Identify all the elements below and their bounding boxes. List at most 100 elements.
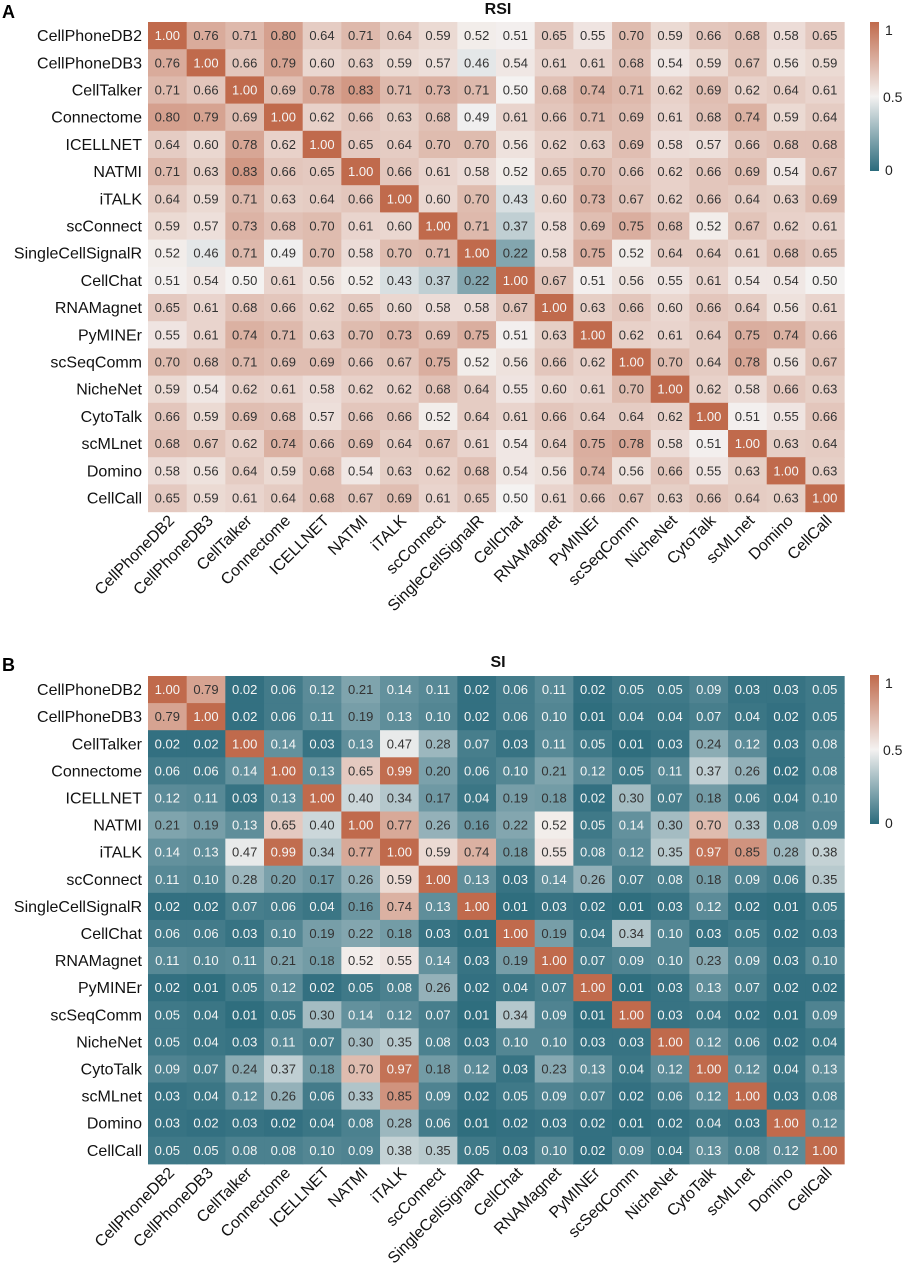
- heatmap-cell-value: 0.05: [812, 682, 837, 697]
- heatmap-cell: [612, 703, 652, 731]
- heatmap-cell: [534, 185, 574, 213]
- heatmap-cell: [650, 49, 690, 77]
- heatmap-cell: [341, 402, 381, 431]
- heatmap-cell: [689, 947, 729, 975]
- row-label: CellPhoneDB2: [37, 682, 142, 699]
- heatmap-cell: [573, 1001, 613, 1029]
- heatmap-cell-value: 0.59: [155, 219, 180, 234]
- heatmap-cell: [766, 811, 806, 840]
- heatmap-cell: [418, 703, 458, 731]
- heatmap-cell: [302, 947, 342, 975]
- heatmap-cell: [573, 1136, 613, 1165]
- row-label: PyMINEr: [78, 327, 143, 344]
- heatmap-cell-value: 0.08: [348, 1116, 373, 1131]
- heatmap-cell-value: 0.69: [232, 409, 257, 424]
- heatmap-cell-value: 0.71: [232, 191, 257, 206]
- heatmap-cell: [264, 266, 304, 295]
- heatmap-cell-value: 0.11: [155, 953, 179, 968]
- heatmap-cell: [496, 294, 536, 322]
- heatmap-cell: [225, 158, 265, 186]
- heatmap-cell-value: 0.79: [193, 682, 218, 697]
- heatmap-cell-value: 0.59: [773, 110, 798, 125]
- heatmap-cells: 1.00 0.79 0.02 0.06 0.12 0.21 0.14 0.11 0.02 0.06…: [148, 676, 845, 1165]
- heatmap-cell: [186, 375, 226, 404]
- heatmap-cell: [302, 1055, 342, 1084]
- heatmap-cell: [766, 676, 806, 704]
- heatmap-cell: [496, 1028, 536, 1056]
- heatmap-cell: [650, 865, 690, 894]
- heatmap-cell: [612, 811, 652, 840]
- heatmap-cell: [418, 1001, 458, 1029]
- heatmap-cell: [341, 212, 381, 241]
- heatmap-cell: [805, 49, 845, 77]
- heatmap-cell: [534, 1001, 574, 1029]
- heatmap-cell: [264, 919, 304, 948]
- row-label: scConnect: [66, 872, 142, 889]
- heatmap-cell-value: 0.11: [194, 790, 218, 805]
- heatmap-cell: [418, 375, 458, 404]
- heatmap-cell-value: 0.10: [503, 763, 528, 778]
- heatmap-cell-value: 1.00: [425, 872, 450, 887]
- heatmap-cell: [805, 158, 845, 186]
- heatmap-cell: [225, 457, 265, 485]
- heatmap-cell: [225, 947, 265, 975]
- heatmap-cell: [264, 294, 304, 322]
- heatmap-cell: [418, 103, 458, 132]
- heatmap-cell: [148, 730, 188, 758]
- heatmap-cell-value: 0.19: [309, 926, 334, 941]
- heatmap-cell-value: 0.05: [271, 1007, 296, 1022]
- heatmap-cell: [728, 22, 768, 50]
- heatmap-cell-value: 0.13: [696, 1143, 721, 1158]
- heatmap-cell: [766, 103, 806, 132]
- heatmap-cell: [380, 158, 420, 186]
- heatmap-cell: [612, 892, 652, 921]
- heatmap-cell: [302, 457, 342, 485]
- heatmap-cell: [341, 974, 381, 1002]
- heatmap-cell-value: 0.04: [464, 790, 489, 805]
- heatmap-cells: 1.00 0.76 0.71 0.80 0.64 0.71 0.64 0.59 0.52 0.51…: [148, 22, 845, 513]
- heatmap-cell-value: 0.66: [271, 164, 296, 179]
- heatmap-cell: [225, 266, 265, 295]
- heatmap-cell: [496, 838, 536, 867]
- heatmap-cell-value: 0.07: [619, 872, 644, 887]
- heatmap-cell-value: 0.14: [387, 682, 412, 697]
- heatmap-cell: [728, 1136, 768, 1165]
- heatmap-cell-value: 0.28: [232, 872, 257, 887]
- heatmap-cell-value: 0.13: [464, 872, 489, 887]
- heatmap-cell: [264, 1055, 304, 1084]
- heatmap-cell: [496, 947, 536, 975]
- heatmap-cell: [612, 757, 652, 785]
- heatmap-cell-value: 0.71: [425, 246, 450, 261]
- heatmap-cell: [766, 266, 806, 295]
- heatmap-cell: [650, 757, 690, 785]
- heatmap-cell: [496, 103, 536, 132]
- heatmap-cell: [302, 730, 342, 758]
- heatmap-cell-value: 0.58: [657, 436, 682, 451]
- row-label: Domino: [87, 463, 142, 480]
- heatmap-cell-value: 0.64: [155, 191, 180, 206]
- heatmap-cell-value: 0.02: [773, 763, 798, 778]
- heatmap-cell: [380, 757, 420, 785]
- heatmap-cell-value: 0.33: [348, 1089, 373, 1104]
- heatmap-cell: [148, 703, 188, 731]
- heatmap-cell: [612, 1055, 652, 1084]
- heatmap-cell-value: 0.68: [657, 219, 682, 234]
- heatmap-cell-value: 0.61: [657, 110, 682, 125]
- heatmap-cell: [418, 1136, 458, 1165]
- heatmap-cell-value: 0.46: [464, 55, 489, 70]
- heatmap-cell-value: 0.56: [773, 55, 798, 70]
- heatmap-cell-value: 0.67: [193, 436, 218, 451]
- heatmap-cell: [418, 1109, 458, 1138]
- heatmap-cell-value: 0.60: [657, 300, 682, 315]
- heatmap-cell-value: 0.74: [271, 436, 296, 451]
- heatmap-cell: [418, 239, 458, 268]
- heatmap-cell-value: 0.07: [541, 980, 566, 995]
- heatmap-cell-value: 0.58: [425, 300, 450, 315]
- heatmap-cell-value: 0.56: [773, 355, 798, 370]
- heatmap-cell-value: 0.85: [387, 1089, 412, 1104]
- heatmap-cell-value: 0.04: [696, 1007, 721, 1022]
- heatmap-cell-value: 0.66: [619, 164, 644, 179]
- heatmap-cell: [573, 212, 613, 241]
- heatmap-cell: [341, 103, 381, 132]
